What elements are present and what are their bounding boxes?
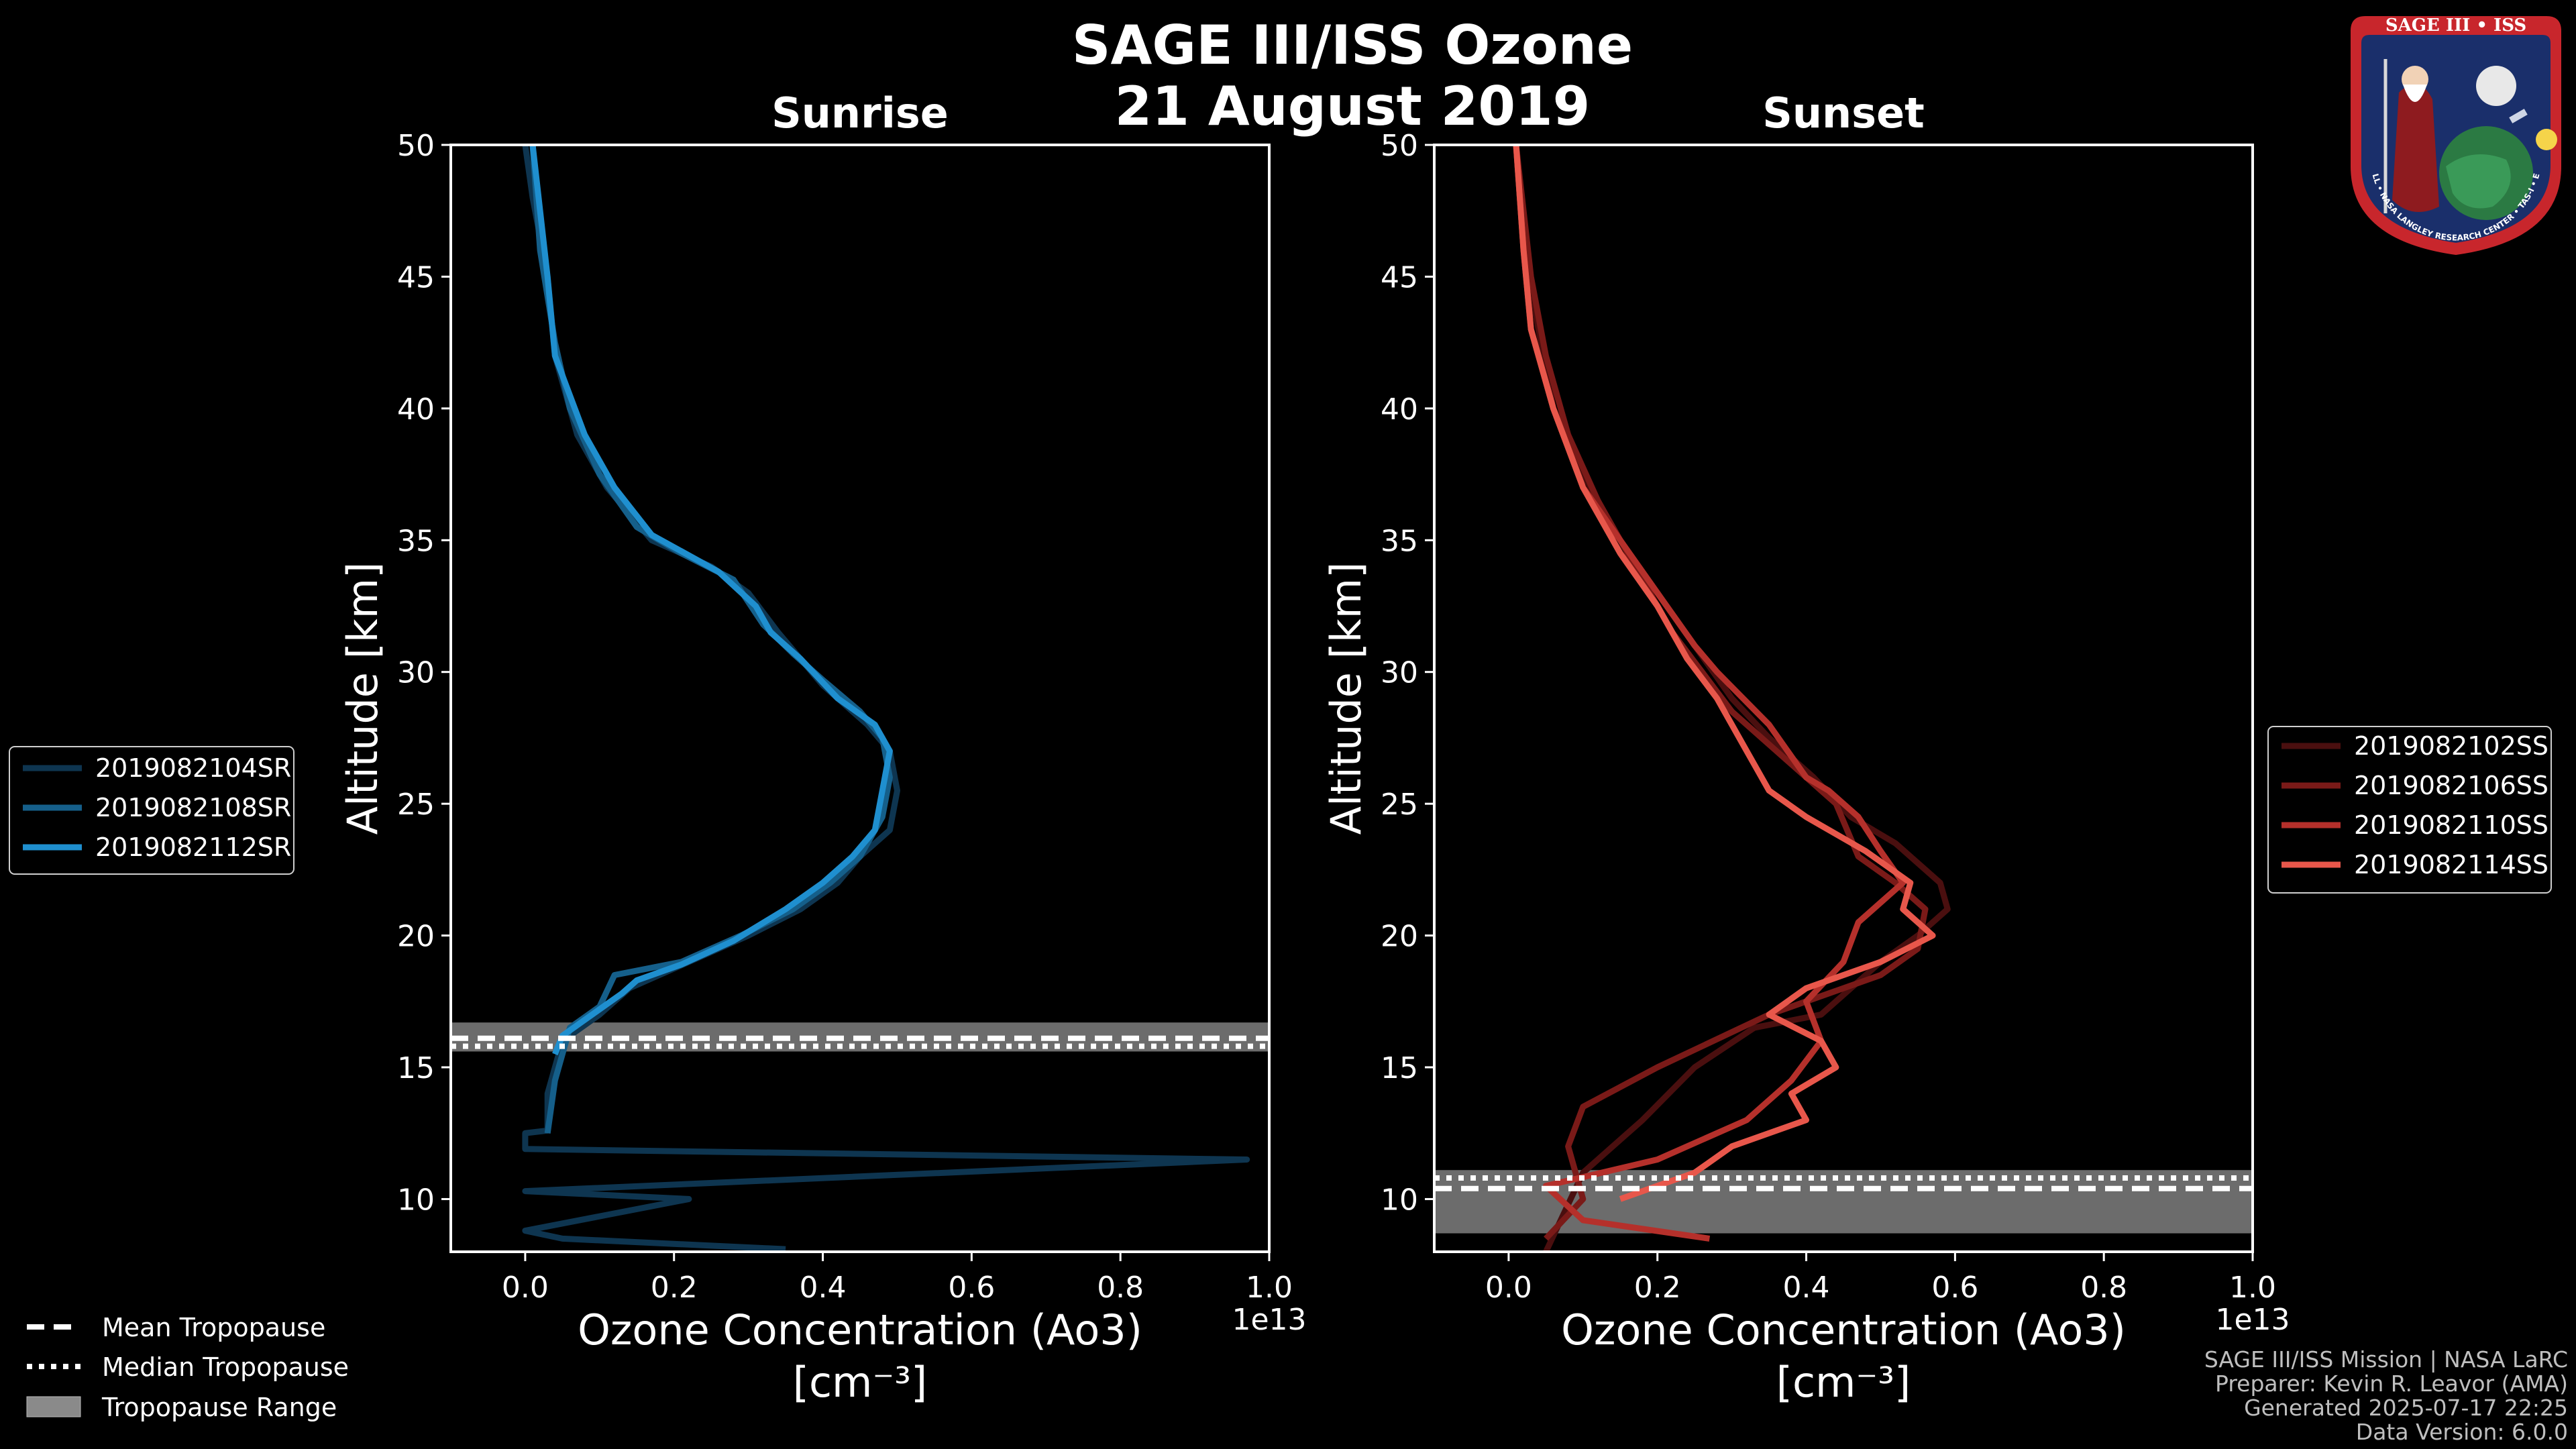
panel0-xlabel: Ozone Concentration (Ao3) (578, 1305, 1142, 1354)
panel1-ylabel: Altitude [km] (1322, 562, 1371, 835)
series-line-2019082114SS (1513, 145, 1936, 1202)
series-line-2019082106SS (1513, 145, 1929, 1241)
sage-iii-iss-logo: SAGE III • ISS BALL • NASA LANGLEY RESEA… (2345, 12, 2561, 255)
panel0-xtick-label: 0.2 (651, 1271, 698, 1305)
panel1-xtick-label: 0.6 (1931, 1271, 1978, 1305)
tropopause-range-swatch (26, 1396, 81, 1417)
median-tropopause-label: Median Tropopause (102, 1352, 349, 1382)
panel0-ytick-label: 25 (397, 788, 435, 822)
panel0-xlabel-unit: [cm⁻³] (793, 1358, 927, 1407)
logo-iss (2509, 109, 2528, 123)
panel0-series-group (522, 145, 1250, 1252)
panel1-ytick-label: 25 (1381, 788, 1418, 822)
panel0-ytick-label: 30 (397, 656, 435, 690)
panel0-ytick-label: 40 (397, 392, 435, 427)
panel1-ytick-label: 35 (1381, 524, 1418, 558)
legend-label-2019082110SS: 2019082110SS (2354, 810, 2548, 840)
legend-label-2019082104SR: 2019082104SR (95, 753, 291, 783)
panel1-ytick-label: 10 (1381, 1183, 1418, 1217)
panel1-series-group (1513, 145, 1951, 1252)
legend-label-2019082106SS: 2019082106SS (2354, 771, 2548, 800)
logo-sun (2536, 129, 2557, 150)
panel0-ytick-label: 15 (397, 1051, 435, 1085)
footer-generated: Generated 2025-07-17 22:25 (2244, 1395, 2568, 1421)
sunset-panel: 0.0 0.2 0.4 0.6 0.8 1.0 10 15 20 25 30 35 40 45 50 1e13… (1322, 89, 2290, 1407)
panel0-ytick-label: 45 (397, 260, 435, 294)
sunset-legend: 2019082102SS 2019082106SS 2019082110SS 2019… (2267, 726, 2552, 894)
tropopause-range-label: Tropopause Range (101, 1393, 337, 1422)
sunset-legend-box (2267, 726, 2552, 894)
panel1-ytick-label: 20 (1381, 920, 1418, 954)
logo-title: SAGE III • ISS (2385, 15, 2526, 36)
series-line-2019082112SR (529, 145, 893, 1056)
panel0-ytick-label: 35 (397, 524, 435, 558)
panel1-axes-frame (1433, 144, 2254, 1253)
panel1-ytick-label: 50 (1381, 129, 1418, 163)
panel1-xtick-label: 0.4 (1783, 1271, 1830, 1305)
legend-label-2019082108SR: 2019082108SR (95, 793, 291, 822)
panel0-ylabel: Altitude [km] (338, 562, 387, 835)
panel1-xtick-label: 1.0 (2229, 1271, 2276, 1305)
logo-continent (2446, 154, 2511, 209)
mean-tropopause-label: Mean Tropopause (102, 1313, 325, 1342)
panel0-ytick-label: 20 (397, 920, 435, 954)
panel1-xtick-label: 0.2 (1634, 1271, 1681, 1305)
panel0-ytick-label: 50 (397, 129, 435, 163)
panel1-xtick-label: 0.8 (2080, 1271, 2127, 1305)
panel0-plot-area (451, 145, 1269, 1252)
footer: SAGE III/ISS Mission | NASA LaRC Prepare… (2204, 1346, 2568, 1445)
panel0-xtick-label: 0.0 (502, 1271, 549, 1305)
panel0-xtick-label: 0.4 (800, 1271, 847, 1305)
panel0-ytick-label: 10 (397, 1183, 435, 1217)
panel1-x-multiplier: 1e13 (2215, 1303, 2290, 1337)
panel1-ytick-label: 30 (1381, 656, 1418, 690)
figure-title-line2: 21 August 2019 (1115, 75, 1591, 138)
panel1-xtick-label: 0.0 (1485, 1271, 1532, 1305)
panel0-x-multiplier: 1e13 (1232, 1303, 1306, 1337)
figure-title-line1: SAGE III/ISS Ozone (1072, 14, 1633, 76)
legend-label-2019082114SS: 2019082114SS (2354, 850, 2548, 879)
logo-figure-robe (2392, 84, 2439, 212)
panel0-title: Sunrise (771, 89, 949, 138)
panel0-xtick-label: 0.8 (1097, 1271, 1144, 1305)
sunrise-legend-box (9, 746, 294, 875)
footer-preparer: Preparer: Kevin R. Leavor (AMA) (2215, 1371, 2568, 1397)
sunrise-panel: 0.0 0.2 0.4 0.6 0.8 1.0 10 15 20 25 30 35 40 45 50 1e13… (338, 89, 1307, 1407)
panel1-xlabel: Ozone Concentration (Ao3) (1561, 1305, 2126, 1354)
panel1-title: Sunset (1762, 89, 1925, 138)
logo-moon (2476, 66, 2516, 106)
logo-figure-beard (2403, 85, 2427, 102)
legend-label-2019082102SS: 2019082102SS (2354, 731, 2548, 761)
panel1-ytick-label: 45 (1381, 260, 1418, 294)
panel1-xlabel-unit: [cm⁻³] (1776, 1358, 1911, 1407)
footer-mission: SAGE III/ISS Mission | NASA LaRC (2204, 1346, 2568, 1373)
footer-data-version: Data Version: 6.0.0 (2356, 1419, 2568, 1445)
panel1-ytick-label: 40 (1381, 392, 1418, 427)
legend-label-2019082112SR: 2019082112SR (95, 833, 291, 862)
panel0-axes-frame (449, 144, 1271, 1253)
panel1-plot-area (1434, 145, 2253, 1252)
tropopause-legend: Mean Tropopause Median Tropopause Tropop… (26, 1313, 349, 1422)
panel1-ytick-label: 15 (1381, 1051, 1418, 1085)
panel0-xtick-label: 1.0 (1246, 1271, 1293, 1305)
panel0-xtick-label: 0.6 (948, 1271, 995, 1305)
sunrise-legend: 2019082104SR 2019082108SR 2019082112SR (9, 746, 294, 875)
